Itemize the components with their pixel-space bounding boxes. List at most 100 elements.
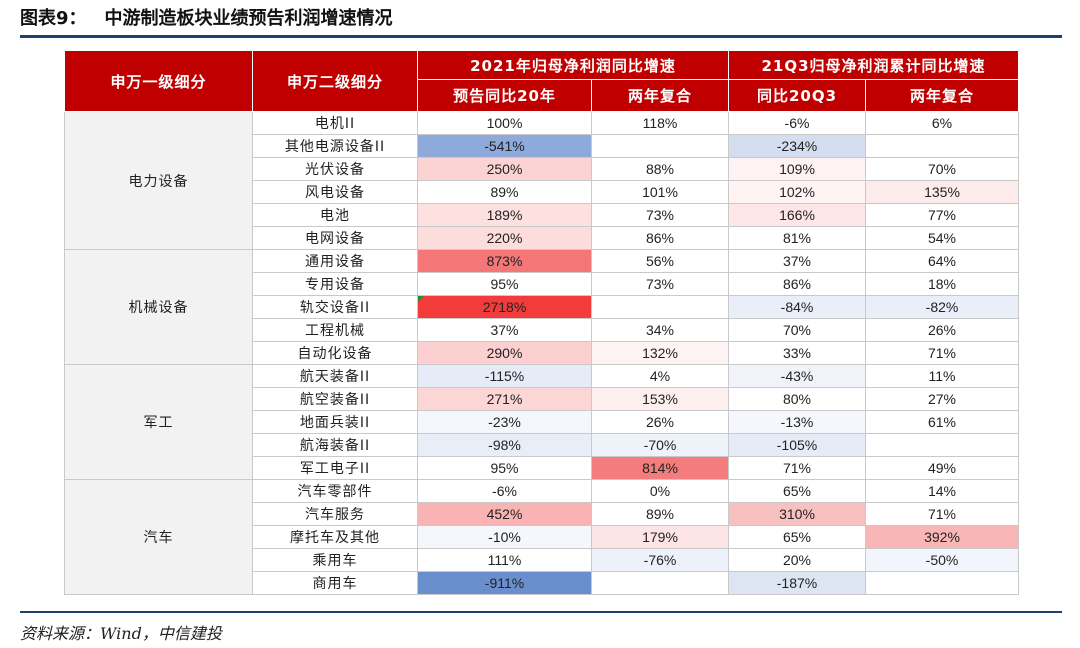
value-cell: -6%: [417, 479, 592, 503]
value-cell: 33%: [728, 341, 866, 365]
value-cell: 220%: [417, 226, 592, 250]
value-cell: 135%: [864, 180, 1020, 204]
value-cell: 86%: [591, 226, 729, 250]
title-divider: [20, 35, 1062, 38]
value-cell: 73%: [591, 203, 729, 227]
value-cell: 26%: [864, 318, 1020, 342]
value-cell: 27%: [864, 387, 1020, 411]
table-row: 机械设备 通用设备 873% 56% 37% 64%: [64, 249, 1020, 365]
value-cell: 34%: [591, 318, 729, 342]
value-cell: -82%: [864, 295, 1020, 319]
value-cell: 56%: [591, 249, 729, 273]
table-row: 汽车 汽车零部件 -6% 0% 65% 14%: [64, 479, 1020, 595]
value-cell: 73%: [591, 272, 729, 296]
growth-table: 申万一级细分 申万二级细分 2021年归母净利润同比增速 21Q3归母净利润累计…: [64, 50, 1020, 595]
value-cell: 392%: [864, 525, 1020, 549]
value-cell: 70%: [728, 318, 866, 342]
level2-sector-cell: 电网设备: [252, 226, 418, 250]
value-cell: 118%: [591, 111, 729, 135]
value-cell: 80%: [728, 387, 866, 411]
value-cell: 37%: [728, 249, 866, 273]
value-cell: -43%: [728, 364, 866, 388]
value-cell: 102%: [728, 180, 866, 204]
value-cell: 65%: [728, 525, 866, 549]
value-cell: 95%: [417, 456, 592, 480]
value-cell: 14%: [864, 479, 1020, 503]
value-cell: 100%: [417, 111, 592, 135]
value-cell: 89%: [591, 502, 729, 526]
value-cell: 290%: [417, 341, 592, 365]
header-two-year-cagr: 两年复合: [591, 79, 729, 112]
value-cell: 11%: [864, 364, 1020, 388]
value-cell: -105%: [728, 433, 866, 457]
value-cell: 310%: [728, 502, 866, 526]
header-level2: 申万二级细分: [252, 50, 418, 112]
table-row: 专用设备 95% 73% 86% 18%: [65, 272, 1020, 296]
value-cell: 166%: [728, 203, 866, 227]
level2-sector-cell: 乘用车: [252, 548, 418, 572]
level1-sector-cell: 汽车: [64, 479, 253, 595]
value-cell: 153%: [591, 387, 729, 411]
bottom-divider: [20, 611, 1062, 613]
value-cell: 250%: [417, 157, 592, 181]
table-row: 电网设备 220% 86% 81% 54%: [65, 226, 1020, 250]
figure-title: 图表9： 中游制造板块业绩预告利润增速情况: [20, 4, 393, 34]
table-row: 乘用车 111% -76% 20% -50%: [65, 548, 1020, 572]
table-row: 航空装备II 271% 153% 80% 27%: [65, 387, 1020, 411]
value-cell: 179%: [591, 525, 729, 549]
level1-sector-cell: 机械设备: [64, 249, 253, 365]
table-row: 军工 航天装备II -115% 4% -43% 11%: [64, 364, 1020, 480]
value-cell: 64%: [864, 249, 1020, 273]
level2-sector-cell: 汽车服务: [252, 502, 418, 526]
value-cell: 77%: [864, 203, 1020, 227]
level2-sector-cell: 地面兵装II: [252, 410, 418, 434]
table-row: 工程机械 37% 34% 70% 26%: [65, 318, 1020, 342]
value-cell: 88%: [591, 157, 729, 181]
table-row: 摩托车及其他 -10% 179% 65% 392%: [65, 525, 1020, 549]
level2-sector-cell: 商用车: [252, 571, 418, 595]
value-cell: 26%: [591, 410, 729, 434]
level2-sector-cell: 通用设备: [252, 249, 418, 273]
value-cell: 18%: [864, 272, 1020, 296]
header-group-21q3: 21Q3归母净利润累计同比增速: [727, 50, 1020, 80]
value-cell: 65%: [728, 479, 866, 503]
level2-sector-cell: 工程机械: [252, 318, 418, 342]
value-cell: 61%: [864, 410, 1020, 434]
header-group-2021: 2021年归母净利润同比增速: [417, 50, 729, 80]
table-row: 军工电子II 95% 814% 71% 49%: [65, 456, 1020, 480]
value-cell: 0%: [591, 479, 729, 503]
level2-sector-cell: 其他电源设备II: [252, 134, 418, 158]
value-cell: 49%: [864, 456, 1020, 480]
header-level1: 申万一级细分: [64, 50, 253, 112]
value-cell: [864, 134, 1020, 158]
figure-title-text: 中游制造板块业绩预告利润增速情况: [104, 8, 393, 29]
value-cell: -187%: [728, 571, 866, 595]
value-cell: -23%: [417, 410, 592, 434]
value-cell: -234%: [728, 134, 866, 158]
value-cell: 2718%: [417, 295, 592, 319]
value-cell: 71%: [864, 341, 1020, 365]
level2-sector-cell: 电机II: [252, 111, 418, 135]
value-cell: -98%: [417, 433, 592, 457]
value-cell: 109%: [728, 157, 866, 181]
value-cell: 271%: [417, 387, 592, 411]
table-row: 轨交设备II 2718% -84% -82%: [65, 295, 1020, 319]
value-cell: 814%: [591, 456, 729, 480]
value-cell: -6%: [728, 111, 866, 135]
value-cell: -10%: [417, 525, 592, 549]
value-cell: 54%: [864, 226, 1020, 250]
level2-sector-cell: 军工电子II: [252, 456, 418, 480]
value-cell: 20%: [728, 548, 866, 572]
value-cell: [591, 571, 729, 595]
level2-sector-cell: 轨交设备II: [252, 295, 418, 319]
value-cell: 70%: [864, 157, 1020, 181]
table-row: 商用车 -911% -187%: [65, 571, 1020, 595]
value-cell: [864, 433, 1020, 457]
value-cell: -76%: [591, 548, 729, 572]
table-row: 光伏设备 250% 88% 109% 70%: [65, 157, 1020, 181]
value-cell: [591, 295, 729, 319]
level2-sector-cell: 专用设备: [252, 272, 418, 296]
value-cell: 873%: [417, 249, 592, 273]
header-two-year-cagr-q3: 两年复合: [864, 79, 1020, 112]
value-cell: 111%: [417, 548, 592, 572]
